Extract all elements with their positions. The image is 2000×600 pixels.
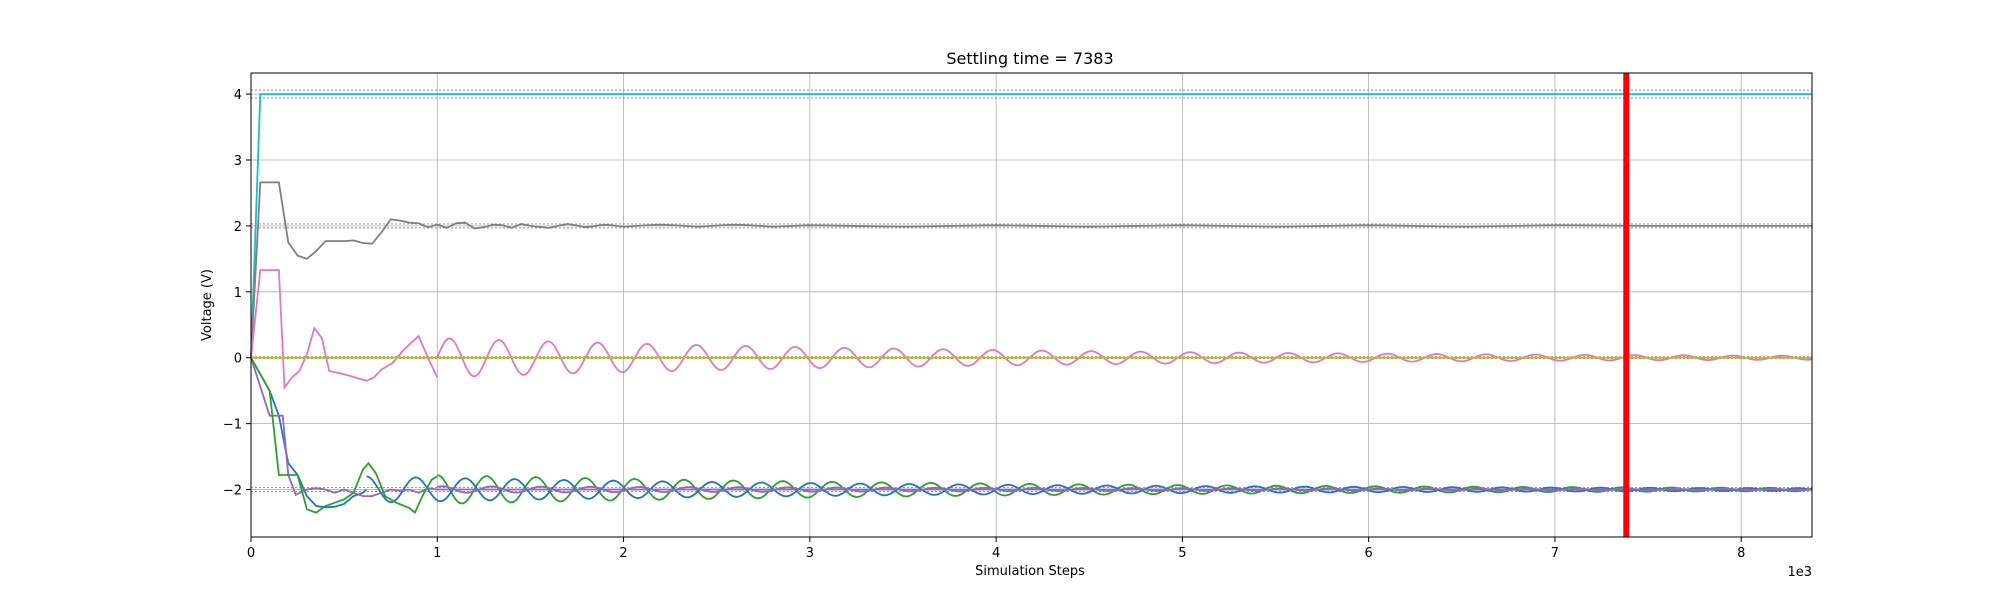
x-tick-label: 3 bbox=[806, 546, 814, 561]
x-tick-label: 2 bbox=[619, 546, 627, 561]
x-tick-label: 4 bbox=[992, 546, 1000, 561]
y-tick-label: 2 bbox=[234, 220, 242, 235]
y-tick-label: 4 bbox=[234, 88, 242, 103]
y-axis-label: Voltage (V) bbox=[200, 269, 215, 341]
series-line bbox=[250, 269, 439, 390]
x-axis-ticks: 0 1 2 3 4 5 6 7 8 bbox=[247, 537, 1745, 561]
y-axis-ticks: −2 −1 0 1 2 3 4 bbox=[223, 88, 251, 499]
x-tick-label: 5 bbox=[1178, 546, 1186, 561]
y-tick-label: 0 bbox=[234, 352, 242, 367]
y-tick-label: −1 bbox=[223, 418, 242, 433]
series-line bbox=[250, 181, 1812, 358]
y-tick-label: −2 bbox=[223, 484, 242, 499]
x-tick-label: 0 bbox=[247, 546, 255, 561]
plot-frame bbox=[250, 72, 1813, 538]
series-line bbox=[250, 93, 1812, 358]
x-tick-label: 1 bbox=[433, 546, 441, 561]
series-line bbox=[250, 357, 438, 515]
x-axis-offset-label: 1e3 bbox=[1787, 565, 1812, 580]
series-lines bbox=[250, 93, 1813, 515]
y-tick-label: 3 bbox=[234, 154, 242, 169]
series-oscillation-line bbox=[366, 475, 1813, 504]
x-tick-label: 7 bbox=[1551, 546, 1559, 561]
y-tick-label: 1 bbox=[234, 286, 242, 301]
x-axis-label: Simulation Steps bbox=[975, 564, 1085, 579]
series-oscillation-line bbox=[436, 337, 1813, 378]
x-tick-label: 6 bbox=[1365, 546, 1373, 561]
chart-title: Settling time = 7383 bbox=[946, 49, 1113, 68]
x-tick-label: 8 bbox=[1737, 546, 1745, 561]
